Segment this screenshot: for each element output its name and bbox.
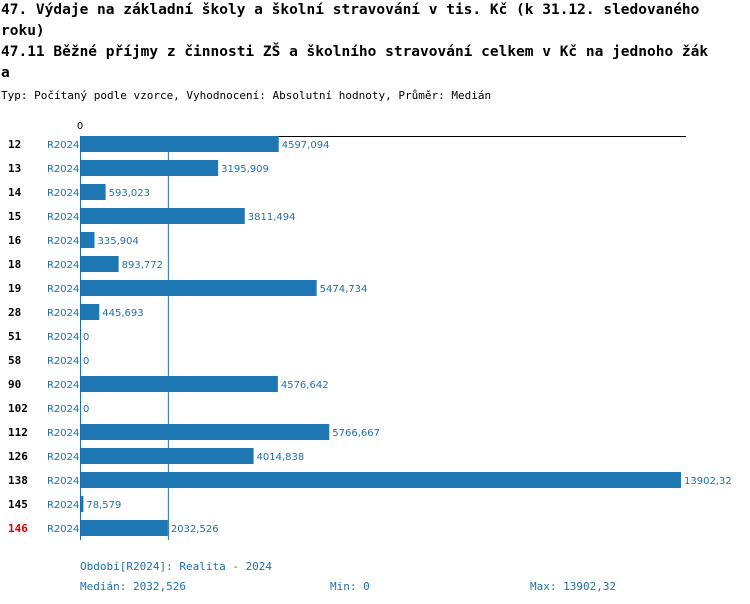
footer-median: Medián: 2032,526 [80, 580, 186, 593]
bar [81, 424, 330, 440]
value-label: 4014,838 [257, 452, 305, 463]
footer-period: Období[R2024]: Realita - 2024 [80, 560, 273, 573]
category-label: 51 [8, 330, 22, 343]
category-label: 19 [8, 282, 21, 295]
series-label: R2024 [47, 260, 79, 271]
value-label: 445,693 [102, 308, 143, 319]
series-label: R2024 [47, 308, 79, 319]
category-label: 28 [8, 306, 21, 319]
value-label: 13902,32 [684, 476, 732, 487]
bar [81, 184, 106, 200]
value-label: 893,772 [122, 260, 163, 271]
bar [81, 232, 95, 248]
value-label: 593,023 [109, 188, 150, 199]
category-label: 12 [8, 138, 21, 151]
category-label: 58 [8, 354, 21, 367]
category-label: 90 [8, 378, 21, 391]
value-label: 3195,909 [221, 164, 269, 175]
bar [81, 208, 245, 224]
series-label: R2024 [47, 356, 79, 367]
chart-title-line-1: 47. Výdaje na základní školy a školní st… [1, 2, 700, 18]
category-label: 126 [8, 450, 28, 463]
category-label: 13 [8, 162, 21, 175]
chart-title-line-2: roku) [1, 23, 45, 39]
category-label: 146 [8, 522, 28, 535]
category-label: 112 [8, 426, 28, 439]
series-label: R2024 [47, 524, 79, 535]
category-label: 18 [8, 258, 21, 271]
category-label: 102 [8, 402, 28, 415]
value-label: 4597,094 [282, 140, 330, 151]
bar [81, 472, 681, 488]
value-label: 0 [83, 356, 89, 367]
bar [81, 376, 278, 392]
value-label: 3811,494 [248, 212, 296, 223]
bar [81, 280, 317, 296]
category-label: 15 [8, 210, 21, 223]
series-label: R2024 [47, 284, 79, 295]
footer-max: Max: 13902,32 [530, 580, 617, 593]
value-label: 0 [83, 332, 89, 343]
bar [81, 136, 279, 152]
series-label: R2024 [47, 140, 79, 151]
chart-title-line-3: 47.11 Běžné příjmy z činnosti ZŠ a školn… [1, 44, 709, 60]
bar [81, 496, 84, 512]
category-label: 138 [8, 474, 28, 487]
bar [81, 160, 219, 176]
series-label: R2024 [47, 188, 79, 199]
bar [81, 520, 168, 536]
value-label: 0 [83, 404, 89, 415]
series-label: R2024 [47, 332, 79, 343]
series-label: R2024 [47, 164, 79, 175]
series-label: R2024 [47, 380, 79, 391]
value-label: 4576,642 [281, 380, 329, 391]
series-label: R2024 [47, 236, 79, 247]
chart-subtitle: Typ: Počítaný podle vzorce, Vyhodnocení:… [1, 89, 492, 102]
footer-min: Min: 0 [330, 580, 370, 593]
value-label: 5474,734 [320, 284, 368, 295]
category-label: 145 [8, 498, 28, 511]
category-label: 14 [8, 186, 22, 199]
value-label: 78,579 [86, 500, 121, 511]
bar [81, 304, 100, 320]
series-label: R2024 [47, 212, 79, 223]
series-label: R2024 [47, 476, 79, 487]
series-label: R2024 [47, 404, 79, 415]
value-label: 5766,667 [332, 428, 380, 439]
bar [81, 256, 119, 272]
value-label: 335,904 [98, 236, 139, 247]
series-label: R2024 [47, 452, 79, 463]
series-label: R2024 [47, 500, 79, 511]
category-label: 16 [8, 234, 22, 247]
bar [81, 448, 254, 464]
value-label: 2032,526 [171, 524, 219, 535]
chart-title-line-4: a [1, 65, 10, 81]
series-label: R2024 [47, 428, 79, 439]
x-axis-zero-label: 0 [77, 121, 83, 132]
